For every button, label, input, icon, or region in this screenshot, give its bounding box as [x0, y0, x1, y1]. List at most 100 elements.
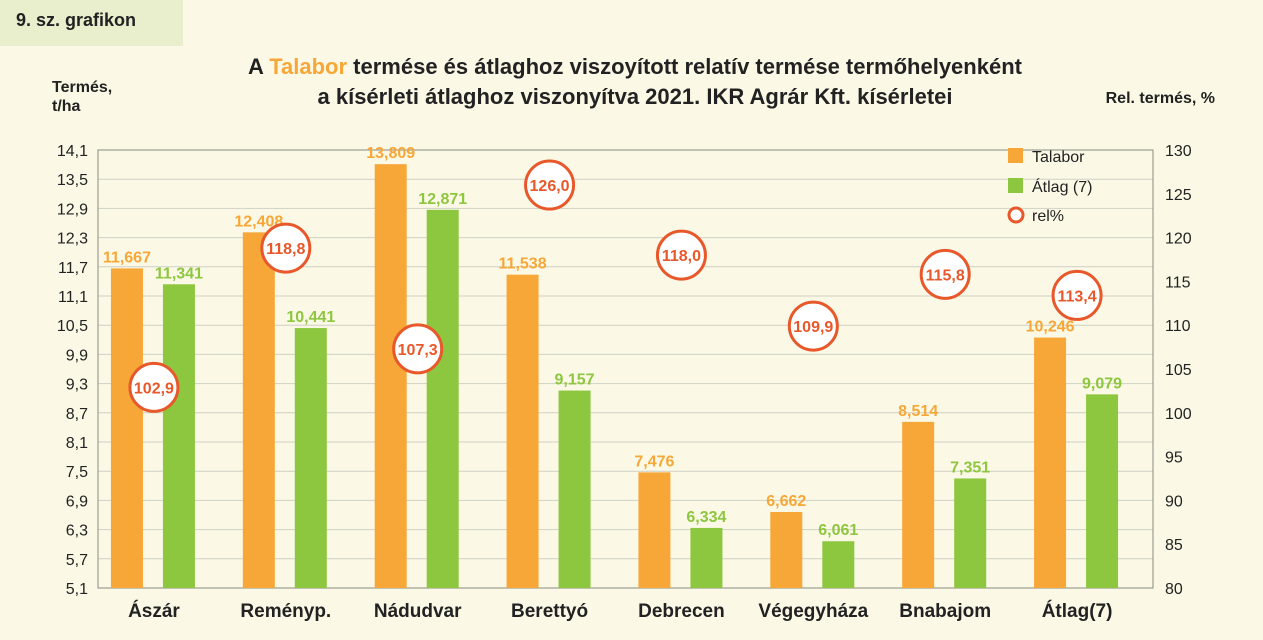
legend-swatch-atlag	[1008, 178, 1023, 193]
atlag-bar	[822, 541, 855, 588]
y-tick-label: 6,3	[66, 523, 88, 540]
atlag-value-label: 6,061	[818, 522, 858, 539]
atlag-bar	[426, 209, 459, 588]
title-line1-rest: termése és átlaghoz viszoyított relatív …	[347, 54, 1022, 79]
talabor-value-label: 6,662	[766, 493, 806, 510]
y-tick-label: 7,5	[66, 464, 88, 481]
chart-tag: 9. sz. grafikon	[0, 0, 183, 46]
title-line-1: A Talabor termése és átlaghoz viszoyítot…	[170, 52, 1100, 82]
talabor-bar	[770, 511, 803, 588]
y-tick-label: 12,3	[57, 231, 88, 248]
rel-marker	[787, 300, 839, 352]
plot-frame	[97, 149, 1154, 589]
y-tick-label: 11,1	[58, 289, 88, 306]
y2-tick-label: 100	[1165, 406, 1192, 423]
y2-tick-label: 85	[1165, 537, 1183, 554]
y-tick-label: 9,9	[66, 347, 88, 364]
talabor-bar	[110, 268, 143, 588]
y2-tick-label: 130	[1165, 143, 1192, 160]
category-label: Reményp.	[240, 601, 331, 622]
y2-tick-label: 115	[1165, 274, 1191, 291]
atlag-bar	[1086, 394, 1119, 588]
title-line-2: a kísérleti átlaghoz viszonyítva 2021. I…	[317, 84, 953, 109]
y-tick-label: 11,7	[58, 260, 88, 277]
legend-swatch-talabor	[1008, 148, 1023, 163]
category-label: Ászár	[128, 600, 180, 622]
title-pre: A	[248, 54, 270, 79]
rel-marker	[1051, 269, 1103, 321]
rel-marker	[128, 361, 180, 413]
y-tick-label: 8,1	[66, 435, 88, 452]
rel-value-label: 102,9	[134, 380, 174, 397]
y-tick-label: 14,1	[57, 143, 88, 160]
talabor-bar	[374, 164, 407, 589]
rel-value-label: 109,9	[793, 319, 833, 336]
rel-marker	[655, 229, 707, 281]
talabor-bar	[1034, 337, 1067, 588]
rel-value-label: 115,8	[926, 267, 965, 284]
talabor-bar	[902, 421, 935, 588]
rel-value-label: 126,0	[530, 178, 570, 195]
y2-tick-label: 120	[1165, 231, 1192, 248]
talabor-value-label: 12,408	[234, 213, 283, 230]
legend-label-atlag: Átlag (7)	[1032, 177, 1092, 196]
talabor-value-label: 11,667	[103, 249, 151, 266]
atlag-value-label: 9,079	[1082, 375, 1122, 392]
rel-marker	[392, 323, 444, 375]
y-tick-label: 8,7	[66, 406, 88, 423]
atlag-value-label: 7,351	[950, 459, 990, 476]
y-tick-label: 6,9	[66, 493, 88, 510]
atlag-bar	[954, 478, 987, 588]
rel-value-label: 118,0	[662, 248, 701, 265]
rel-marker	[524, 159, 576, 211]
category-label: Végegyháza	[758, 601, 868, 622]
y-axis-title-line-2: t/ha	[52, 98, 81, 115]
atlag-bar	[558, 390, 591, 588]
talabor-value-label: 13,809	[366, 145, 415, 162]
category-label: Berettyó	[511, 601, 588, 622]
y-axis-title: Termés, t/ha	[52, 78, 112, 116]
y2-tick-label: 95	[1165, 450, 1183, 467]
talabor-bar	[506, 274, 539, 588]
y2-tick-label: 90	[1165, 493, 1183, 510]
y-tick-label: 5,7	[66, 552, 88, 569]
y2-tick-label: 110	[1165, 318, 1191, 335]
atlag-value-label: 9,157	[555, 372, 595, 389]
atlag-value-label: 11,341	[155, 265, 203, 282]
talabor-value-label: 8,514	[898, 403, 938, 420]
atlag-value-label: 12,871	[418, 191, 467, 208]
y2-tick-label: 105	[1165, 362, 1192, 379]
talabor-value-label: 7,476	[634, 453, 674, 470]
rel-marker	[260, 222, 312, 274]
atlag-value-label: 10,441	[286, 309, 335, 326]
category-label: Átlag(7)	[1042, 600, 1113, 622]
category-label: Nádudvar	[374, 601, 462, 622]
category-label: Debrecen	[638, 601, 725, 622]
category-label: Bnabajom	[899, 601, 991, 622]
legend-label-talabor: Talabor	[1032, 149, 1085, 166]
legend-label-rel: rel%	[1032, 208, 1064, 225]
talabor-bar	[638, 472, 671, 588]
y2-tick-label: 80	[1165, 581, 1183, 598]
rel-marker	[919, 248, 971, 300]
y-tick-label: 5,1	[66, 581, 88, 598]
rel-value-label: 107,3	[398, 342, 438, 359]
talabor-value-label: 10,246	[1026, 319, 1075, 336]
atlag-bar	[690, 527, 723, 588]
y-tick-label: 10,5	[57, 318, 88, 335]
y-tick-label: 9,3	[66, 377, 88, 394]
y-tick-label: 12,9	[57, 201, 88, 218]
legend-swatch-rel	[1007, 206, 1025, 224]
y2-tick-label: 125	[1165, 187, 1192, 204]
rel-value-label: 113,4	[1057, 288, 1096, 305]
y-axis-title-line-1: Termés,	[52, 79, 113, 96]
talabor-bar	[242, 232, 275, 588]
y-tick-label: 13,5	[57, 172, 88, 189]
y2-axis-title: Rel. termés, %	[1105, 90, 1215, 107]
atlag-bar	[294, 328, 327, 588]
atlag-value-label: 6,334	[686, 509, 726, 526]
atlag-bar	[162, 284, 195, 588]
chart-title: A Talabor termése és átlaghoz viszoyítot…	[170, 52, 1100, 112]
talabor-value-label: 11,538	[499, 256, 547, 273]
